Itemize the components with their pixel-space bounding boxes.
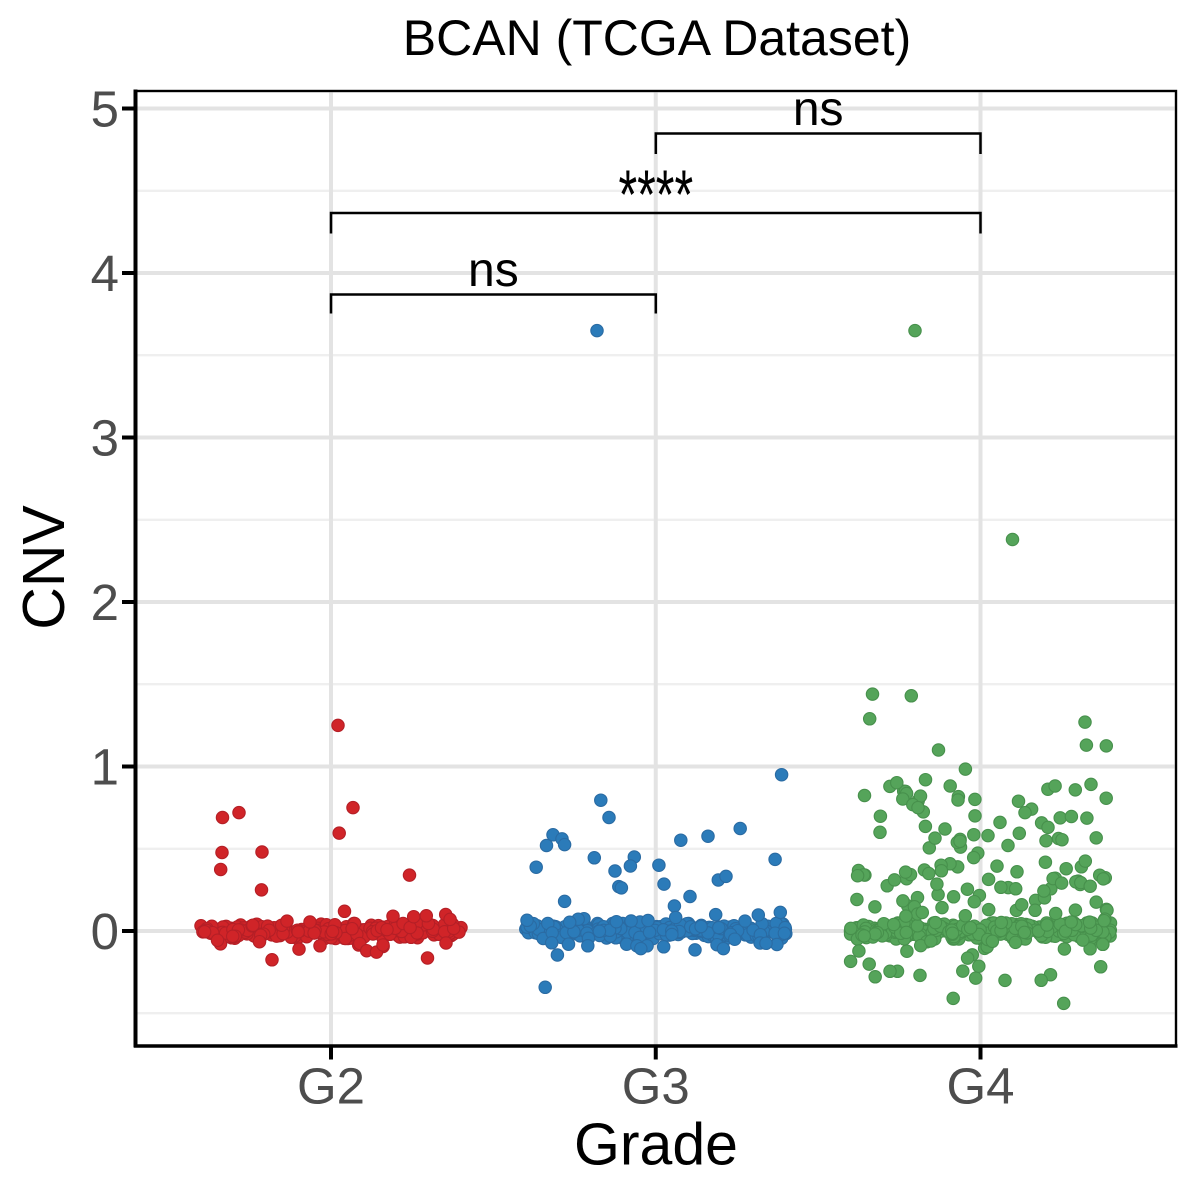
svg-text:0: 0: [91, 903, 119, 960]
svg-text:G4: G4: [946, 1058, 1014, 1115]
svg-text:ns: ns: [468, 244, 519, 297]
svg-text:4: 4: [91, 245, 119, 302]
svg-text:G2: G2: [297, 1058, 365, 1115]
svg-text:BCAN (TCGA Dataset): BCAN (TCGA Dataset): [403, 10, 911, 66]
svg-text:G3: G3: [622, 1058, 690, 1115]
svg-text:1: 1: [91, 739, 119, 796]
svg-text:5: 5: [91, 81, 119, 138]
svg-text:3: 3: [91, 410, 119, 467]
svg-text:****: ****: [618, 156, 693, 234]
svg-text:ns: ns: [793, 83, 844, 136]
svg-text:CNV: CNV: [11, 505, 77, 630]
svg-text:Grade: Grade: [574, 1112, 738, 1178]
svg-text:2: 2: [91, 574, 119, 631]
